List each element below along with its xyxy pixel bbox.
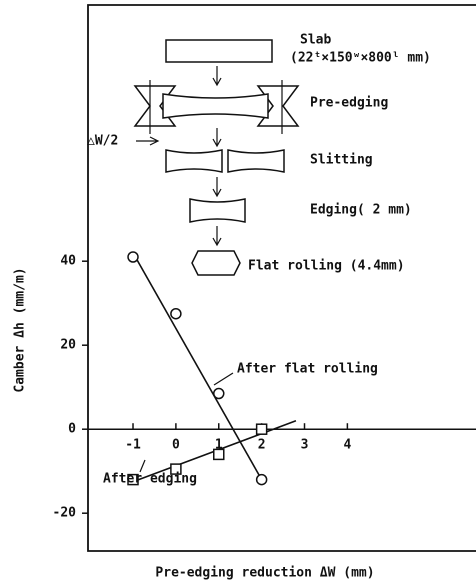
y-tick-label: -20 bbox=[53, 506, 77, 521]
point bbox=[214, 449, 224, 459]
x-tick-label: 4 bbox=[343, 438, 351, 453]
leader bbox=[140, 460, 145, 472]
slit-left bbox=[166, 150, 222, 172]
point bbox=[171, 309, 181, 319]
arrow bbox=[213, 66, 221, 85]
point bbox=[128, 252, 138, 262]
edged-piece bbox=[190, 199, 245, 222]
point bbox=[214, 389, 224, 399]
delta-label: △W/2 bbox=[87, 134, 118, 149]
y-tick-label: 0 bbox=[68, 422, 76, 437]
figure: Slab (22ᵗ×150ʷ×800ˡ mm) Pre-edging △W/2 … bbox=[0, 0, 476, 584]
flat-rolling-label: Flat rolling (4.4mm) bbox=[248, 259, 405, 274]
edging-label: Edging( 2 mm) bbox=[310, 203, 412, 218]
flat-piece bbox=[192, 251, 240, 275]
slit-right bbox=[228, 150, 284, 172]
series-label: After edging bbox=[103, 472, 197, 487]
slitting-label: Slitting bbox=[310, 153, 373, 168]
point bbox=[257, 424, 267, 434]
y-axis-label: Camber Δh (mm/m) bbox=[13, 267, 28, 392]
process-diagram: Slab (22ᵗ×150ʷ×800ˡ mm) Pre-edging △W/2 … bbox=[87, 33, 431, 276]
dogbone bbox=[163, 94, 268, 118]
point bbox=[257, 475, 267, 485]
x-axis-label: Pre-edging reduction ΔW (mm) bbox=[155, 566, 374, 581]
pre-edging-label: Pre-edging bbox=[310, 96, 388, 111]
x-tick-label: 3 bbox=[301, 438, 309, 453]
arrow bbox=[213, 128, 221, 146]
arrow bbox=[136, 137, 158, 145]
slab-shape bbox=[166, 40, 272, 62]
x-tick-label: 2 bbox=[258, 438, 266, 453]
y-tick-label: 40 bbox=[60, 254, 76, 269]
x-tick-label: 0 bbox=[172, 438, 180, 453]
series-label: After flat rolling bbox=[237, 362, 378, 377]
y-tick-label: 20 bbox=[60, 338, 76, 353]
leader bbox=[214, 373, 233, 385]
arrow bbox=[213, 177, 221, 196]
slab-size: (22ᵗ×150ʷ×800ˡ mm) bbox=[290, 51, 431, 66]
x-tick-label: -1 bbox=[125, 438, 141, 453]
arrow bbox=[213, 226, 221, 245]
slab-label: Slab bbox=[300, 33, 331, 48]
